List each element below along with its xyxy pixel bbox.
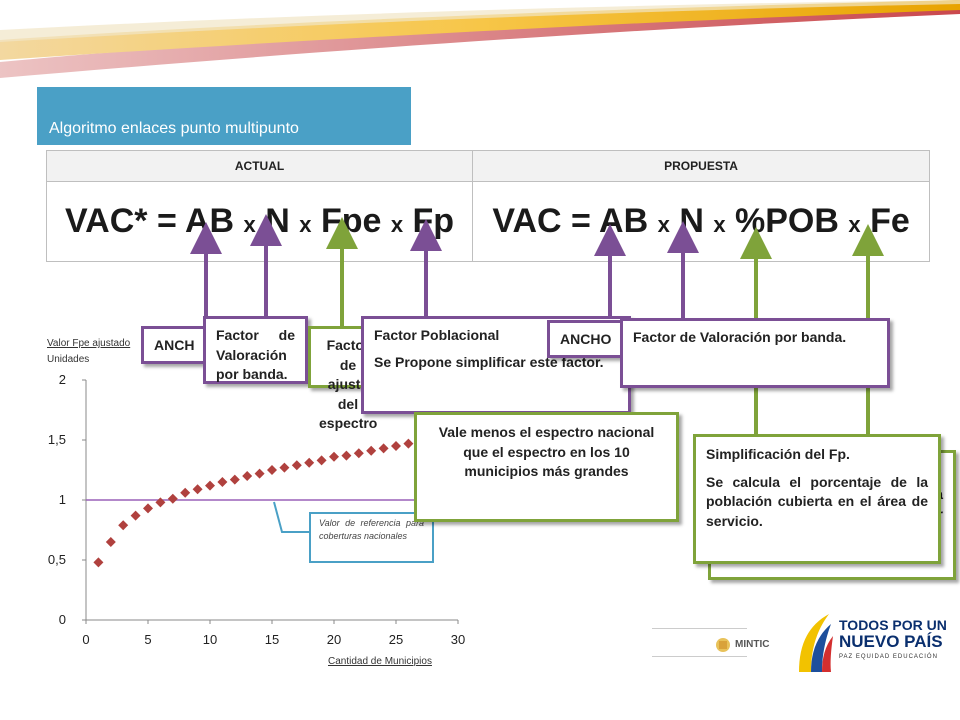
header-actual: ACTUAL [45,150,474,182]
slide-title: Algoritmo enlaces punto multipunto [49,120,299,137]
callout-factor-poblacional: Factor Poblacional Se Propone simplifica… [361,316,631,414]
factor-poblacional-title: Factor Poblacional [374,327,500,343]
y-tick-label: 1 [59,492,66,507]
simplificacion-title: Simplificación del Fp. [706,446,850,462]
data-point [205,480,215,491]
x-tick-label: 0 [82,632,89,647]
y-tick-label: 2 [59,372,66,387]
callout-factor-banda-left: Factor de Valoración por banda. [203,316,308,384]
y-tick-label: 0,5 [48,552,66,567]
formula-propuesta: VAC = AB x N x %POB x Fe [472,181,930,262]
data-point [167,493,178,504]
data-point [366,445,377,456]
data-point [353,448,364,459]
data-point [291,460,302,471]
data-point [93,557,104,568]
callout-factor-valoracion: Factor de Valoración por banda. [620,318,890,388]
y-tick-label: 0 [59,612,66,627]
reference-connector [273,501,309,533]
x-tick-label: 20 [327,632,341,647]
slide-title-box: Algoritmo enlaces punto multipunto [37,87,411,145]
data-point [229,474,240,485]
data-point [242,471,253,481]
header-swoosh-banner [0,0,960,78]
colombia-shield-icon [716,638,730,652]
data-point [155,497,166,508]
header-propuesta: PROPUESTA [472,150,930,182]
x-tick-label: 15 [265,632,279,647]
gov-logo-text: TODOS POR UN NUEVO PAÍS PAZ EQUIDAD EDUC… [839,617,947,660]
data-point [316,455,327,466]
data-point [254,468,265,479]
chart-ylabel: Valor Fpe ajustado [47,338,131,349]
mintic-logo: MINTIC [735,639,770,650]
callout-ancho-right: ANCHO [547,320,627,358]
data-point [217,477,228,487]
data-point [403,438,414,449]
callout-vale-menos: Vale menos el espectro nacional que el e… [414,412,679,522]
formula-table: ACTUAL PROPUESTA VAC* = AB x N x Fpe x F… [45,150,930,262]
y-tick-label: 1,5 [48,432,66,447]
footer-logos: MINTIC TODOS POR UN NUEVO PAÍS PAZ EQUID… [652,606,960,686]
data-point [118,520,129,531]
x-tick-label: 25 [389,632,403,647]
simplificacion-text: Se calcula el porcentaje de la población… [706,473,928,529]
reference-label-box: Valor de referencia para coberturas naci… [309,512,434,563]
data-point [341,450,352,461]
fpe-chart: Valor Fpe ajustado Unidades Cantidad de … [0,330,480,670]
colombia-flag-swoosh-icon [799,614,833,672]
data-point [267,465,277,475]
chart-ylabel-units: Unidades [47,354,90,365]
data-point [143,503,153,514]
data-point [105,537,116,547]
factor-poblacional-text: Se Propone simplificar este factor. [374,353,604,370]
data-point [279,462,290,473]
chart-svg: 00,511,520 5 10 15 20 25 30 [48,372,465,647]
chart-xlabel: Cantidad de Municipios [328,656,432,667]
callout-simplificacion: Simplificación del Fp. Se calcula el por… [693,434,941,564]
x-tick-label: 30 [451,632,465,647]
data-point [391,441,401,451]
data-point [304,457,315,468]
x-tick-label: 5 [144,632,151,647]
data-point [329,451,339,462]
data-point [378,443,389,454]
data-point [180,487,191,498]
x-tick-label: 10 [203,632,217,647]
data-point [192,484,203,495]
